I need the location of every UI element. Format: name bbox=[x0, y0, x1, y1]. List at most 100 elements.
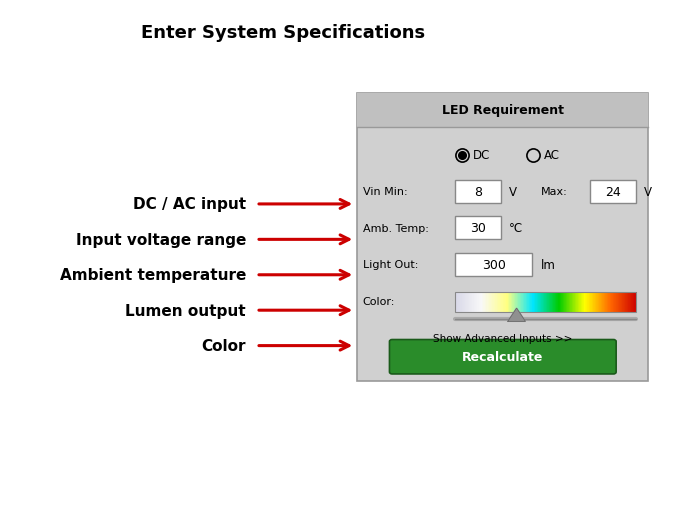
FancyBboxPatch shape bbox=[357, 93, 648, 381]
FancyBboxPatch shape bbox=[470, 293, 472, 312]
FancyBboxPatch shape bbox=[561, 293, 562, 312]
FancyBboxPatch shape bbox=[546, 293, 547, 312]
FancyBboxPatch shape bbox=[613, 293, 614, 312]
FancyBboxPatch shape bbox=[492, 293, 493, 312]
FancyBboxPatch shape bbox=[521, 293, 522, 312]
FancyBboxPatch shape bbox=[563, 293, 564, 312]
FancyBboxPatch shape bbox=[487, 293, 489, 312]
FancyBboxPatch shape bbox=[535, 293, 537, 312]
FancyBboxPatch shape bbox=[471, 293, 472, 312]
FancyBboxPatch shape bbox=[577, 293, 578, 312]
FancyBboxPatch shape bbox=[515, 293, 516, 312]
FancyBboxPatch shape bbox=[460, 293, 461, 312]
FancyBboxPatch shape bbox=[540, 293, 541, 312]
FancyBboxPatch shape bbox=[617, 293, 618, 312]
FancyBboxPatch shape bbox=[591, 293, 592, 312]
FancyBboxPatch shape bbox=[616, 293, 617, 312]
FancyBboxPatch shape bbox=[528, 293, 530, 312]
FancyBboxPatch shape bbox=[530, 293, 531, 312]
FancyBboxPatch shape bbox=[524, 293, 526, 312]
FancyBboxPatch shape bbox=[595, 293, 596, 312]
Text: Lumen output: Lumen output bbox=[125, 303, 246, 318]
FancyBboxPatch shape bbox=[628, 293, 630, 312]
FancyBboxPatch shape bbox=[494, 293, 495, 312]
FancyBboxPatch shape bbox=[607, 293, 608, 312]
Polygon shape bbox=[508, 309, 525, 322]
FancyBboxPatch shape bbox=[533, 293, 534, 312]
FancyBboxPatch shape bbox=[606, 293, 607, 312]
FancyBboxPatch shape bbox=[531, 293, 532, 312]
FancyBboxPatch shape bbox=[503, 293, 504, 312]
FancyBboxPatch shape bbox=[564, 293, 565, 312]
FancyBboxPatch shape bbox=[469, 293, 470, 312]
FancyBboxPatch shape bbox=[502, 293, 503, 312]
FancyBboxPatch shape bbox=[590, 293, 591, 312]
FancyBboxPatch shape bbox=[553, 293, 555, 312]
FancyBboxPatch shape bbox=[475, 293, 476, 312]
FancyBboxPatch shape bbox=[576, 293, 577, 312]
FancyBboxPatch shape bbox=[539, 293, 540, 312]
FancyBboxPatch shape bbox=[598, 293, 599, 312]
Text: 24: 24 bbox=[605, 185, 621, 198]
FancyBboxPatch shape bbox=[466, 293, 467, 312]
FancyBboxPatch shape bbox=[590, 180, 636, 204]
FancyBboxPatch shape bbox=[489, 293, 491, 312]
FancyBboxPatch shape bbox=[481, 293, 482, 312]
Text: 300: 300 bbox=[482, 258, 506, 271]
FancyBboxPatch shape bbox=[508, 293, 509, 312]
FancyBboxPatch shape bbox=[390, 340, 616, 374]
FancyBboxPatch shape bbox=[558, 293, 559, 312]
FancyBboxPatch shape bbox=[528, 293, 529, 312]
FancyBboxPatch shape bbox=[524, 293, 525, 312]
FancyBboxPatch shape bbox=[526, 293, 527, 312]
Text: AC: AC bbox=[544, 149, 559, 162]
FancyBboxPatch shape bbox=[481, 293, 483, 312]
FancyBboxPatch shape bbox=[479, 293, 480, 312]
FancyBboxPatch shape bbox=[557, 293, 558, 312]
FancyBboxPatch shape bbox=[559, 293, 560, 312]
FancyBboxPatch shape bbox=[610, 293, 611, 312]
FancyBboxPatch shape bbox=[472, 293, 473, 312]
FancyBboxPatch shape bbox=[634, 293, 636, 312]
FancyBboxPatch shape bbox=[584, 293, 585, 312]
FancyBboxPatch shape bbox=[505, 293, 506, 312]
Text: Recalculate: Recalculate bbox=[462, 350, 543, 364]
FancyBboxPatch shape bbox=[472, 293, 473, 312]
FancyBboxPatch shape bbox=[541, 293, 543, 312]
FancyBboxPatch shape bbox=[603, 293, 604, 312]
FancyBboxPatch shape bbox=[548, 293, 549, 312]
FancyBboxPatch shape bbox=[549, 293, 550, 312]
FancyBboxPatch shape bbox=[573, 293, 574, 312]
FancyBboxPatch shape bbox=[464, 293, 466, 312]
FancyBboxPatch shape bbox=[460, 293, 461, 312]
FancyBboxPatch shape bbox=[547, 293, 548, 312]
FancyBboxPatch shape bbox=[516, 293, 517, 312]
FancyBboxPatch shape bbox=[593, 293, 594, 312]
FancyBboxPatch shape bbox=[604, 293, 605, 312]
FancyBboxPatch shape bbox=[455, 293, 456, 312]
FancyBboxPatch shape bbox=[586, 293, 588, 312]
FancyBboxPatch shape bbox=[477, 293, 478, 312]
FancyBboxPatch shape bbox=[621, 293, 622, 312]
FancyBboxPatch shape bbox=[520, 293, 521, 312]
Text: Input voltage range: Input voltage range bbox=[75, 232, 246, 247]
FancyBboxPatch shape bbox=[509, 293, 510, 312]
FancyBboxPatch shape bbox=[567, 293, 568, 312]
FancyBboxPatch shape bbox=[463, 293, 464, 312]
FancyBboxPatch shape bbox=[486, 293, 487, 312]
FancyBboxPatch shape bbox=[588, 293, 590, 312]
FancyBboxPatch shape bbox=[565, 293, 566, 312]
FancyBboxPatch shape bbox=[519, 293, 520, 312]
FancyBboxPatch shape bbox=[569, 293, 570, 312]
FancyBboxPatch shape bbox=[541, 293, 542, 312]
FancyBboxPatch shape bbox=[467, 293, 468, 312]
FancyBboxPatch shape bbox=[506, 293, 507, 312]
FancyBboxPatch shape bbox=[536, 293, 537, 312]
FancyBboxPatch shape bbox=[579, 293, 580, 312]
Text: V: V bbox=[644, 185, 652, 198]
FancyBboxPatch shape bbox=[511, 293, 512, 312]
Text: Max:: Max: bbox=[541, 187, 568, 197]
FancyBboxPatch shape bbox=[565, 293, 566, 312]
FancyBboxPatch shape bbox=[544, 293, 545, 312]
FancyBboxPatch shape bbox=[462, 293, 463, 312]
